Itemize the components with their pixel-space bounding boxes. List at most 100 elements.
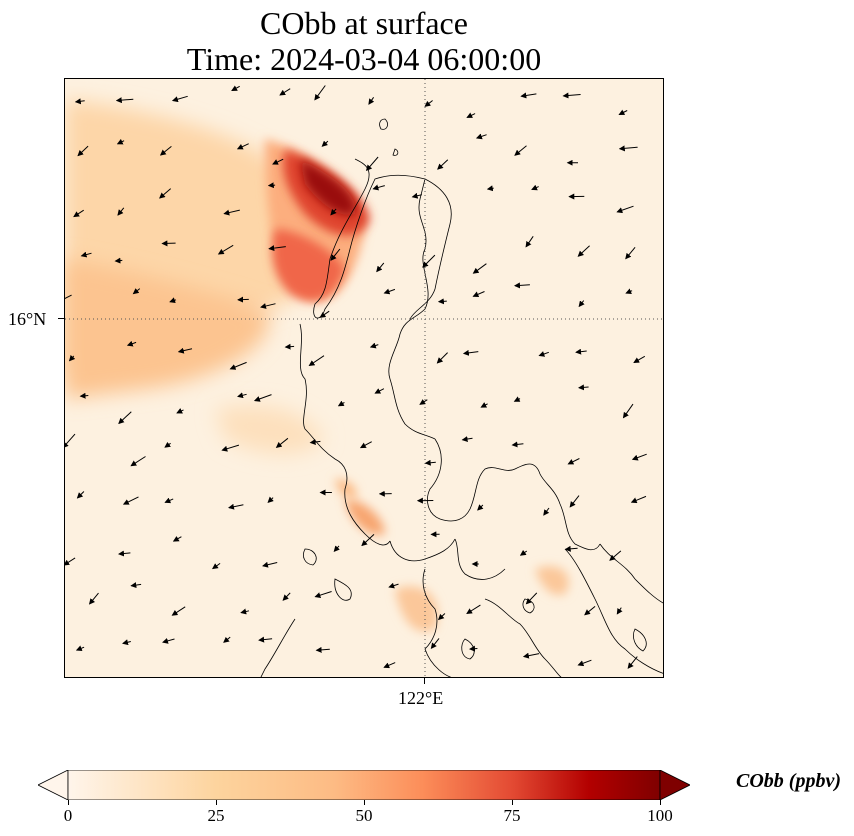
wind-arrow [577, 245, 590, 257]
wind-arrow [625, 288, 633, 294]
wind-arrow [374, 388, 385, 394]
wind-arrow [159, 146, 172, 156]
wind-arrow [376, 262, 385, 273]
wind-arrow [308, 355, 325, 367]
colorbar-tick-label: 100 [647, 806, 673, 825]
wind-arrow [419, 399, 428, 405]
wind-arrow [65, 294, 72, 299]
wind-arrow [118, 411, 132, 425]
lat-tick-label: 16°N [8, 309, 47, 329]
island-7 [633, 628, 647, 652]
wind-arrow [622, 403, 634, 419]
wind-arrow [221, 444, 240, 452]
wind-arrow [618, 109, 628, 115]
wind-arrow [436, 352, 448, 364]
wind-arrow [519, 549, 528, 556]
wind-arrow [321, 140, 329, 147]
wind-arrow [237, 392, 247, 399]
wind-arrow [171, 95, 188, 103]
wind-arrow [223, 209, 240, 216]
wind-arrow [314, 85, 326, 101]
hotspot-2 [335, 479, 357, 499]
colorbar-tick-mark [216, 800, 217, 805]
wind-arrow [372, 184, 385, 191]
colorbar-tick-label: 50 [355, 806, 373, 825]
wind-arrow [511, 441, 524, 448]
wind-arrow [118, 550, 131, 557]
mindoro-coast [422, 568, 452, 677]
wind-arrow [618, 145, 638, 152]
map-canvas [65, 79, 663, 677]
hotspot-1 [345, 499, 385, 535]
wind-arrow [330, 208, 337, 216]
wind-arrow [258, 636, 273, 643]
wind-arrow [522, 652, 540, 659]
wind-arrow [437, 298, 447, 305]
wind-arrow [159, 188, 172, 199]
wind-arrow [162, 637, 175, 644]
wind-arrow [475, 133, 487, 140]
wind-arrow [260, 303, 276, 309]
colorbar-extend-max [659, 770, 690, 800]
wind-arrow [359, 441, 372, 449]
batangas-coast [389, 538, 456, 562]
wind-arrow [73, 209, 84, 218]
wind-arrow [319, 310, 330, 318]
wind-arrow [114, 257, 123, 264]
colorbar [38, 770, 690, 800]
wind-arrow [65, 557, 76, 566]
south-luzon-coast [454, 538, 506, 580]
map-title-line-1: CObb at surface [260, 5, 468, 41]
island-3 [379, 118, 388, 130]
wind-arrow [525, 592, 538, 605]
wind-arrow [337, 400, 345, 407]
wind-arrow [130, 582, 142, 589]
wind-arrow [383, 662, 396, 669]
map-panel [64, 78, 664, 678]
wind-arrow [469, 645, 478, 652]
plume-west [65, 259, 269, 399]
wind-arrow [422, 254, 436, 268]
wind-arrow [236, 143, 249, 150]
wind-arrow [130, 456, 146, 467]
wind-arrow [525, 236, 534, 248]
wind-arrow [575, 348, 587, 355]
colorbar-tick-mark [660, 800, 661, 805]
wind-arrow [126, 340, 137, 347]
colorbar-gradient [67, 770, 661, 800]
wind-arrow [169, 297, 177, 304]
wind-arrow [625, 246, 636, 260]
wind-arrow [268, 245, 286, 252]
wind-vectors [65, 85, 647, 669]
island-5 [461, 638, 475, 660]
wind-arrow [388, 582, 399, 589]
colorbar-tick-mark [512, 800, 513, 805]
wind-arrow [116, 138, 125, 145]
wind-arrow [631, 453, 647, 461]
wind-arrow [314, 591, 332, 599]
wind-arrow [365, 156, 379, 172]
hotspot-4 [535, 566, 569, 595]
colorbar-tick-mark [68, 800, 69, 805]
wind-arrow [217, 244, 234, 255]
wind-arrow [122, 639, 131, 646]
hotspot-3 [395, 586, 438, 632]
wind-arrow [333, 545, 340, 552]
wind-arrow [76, 491, 85, 499]
palawan-north-coast [260, 618, 296, 677]
wind-arrow [309, 439, 321, 445]
wind-arrow [279, 88, 291, 96]
wind-arrow [578, 300, 585, 308]
wind-arrow [567, 458, 580, 465]
wind-arrow [569, 495, 580, 508]
colorbar-tick-label: 25 [207, 806, 225, 825]
wind-arrow [514, 282, 530, 289]
wind-arrow [437, 613, 446, 621]
wind-arrow [461, 436, 473, 443]
wind-arrow [132, 288, 141, 295]
wind-arrow [172, 536, 182, 542]
wind-arrow [462, 349, 479, 356]
wind-arrow [115, 97, 134, 104]
wind-arrow [68, 354, 76, 362]
wind-arrow [282, 592, 291, 601]
